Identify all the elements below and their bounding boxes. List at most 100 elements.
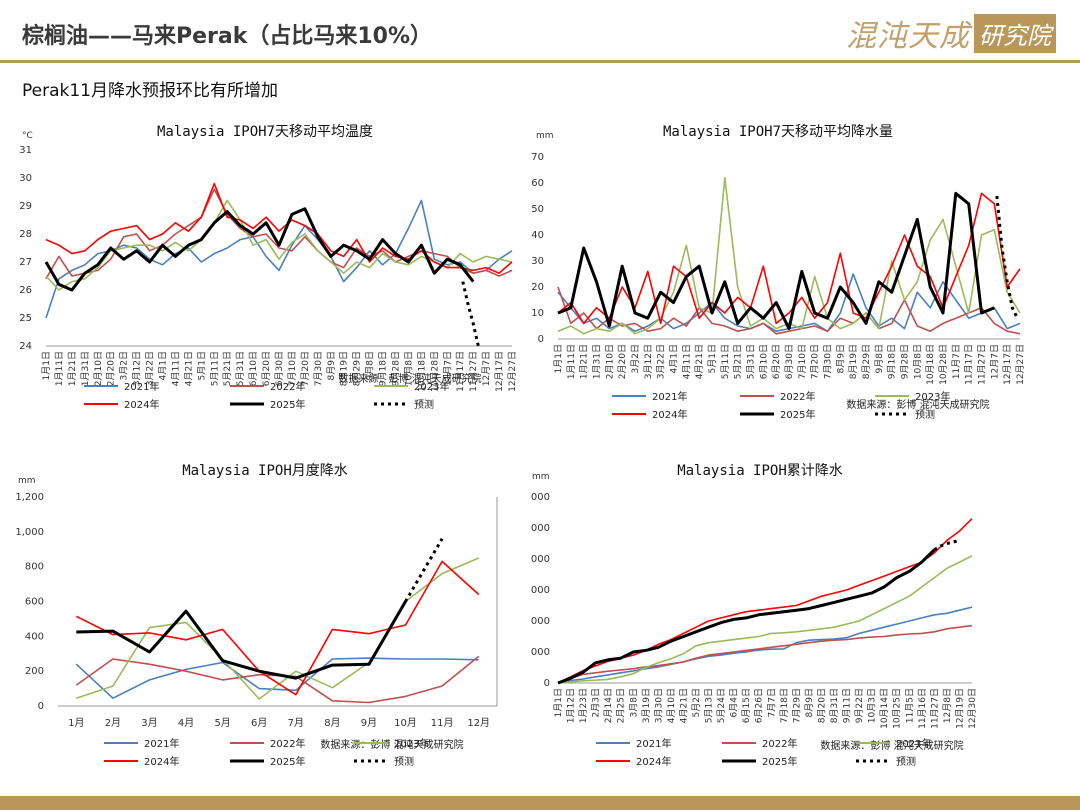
rain7-x-tick: 6月10日 xyxy=(758,344,769,379)
cum-y-tick: 5,000 xyxy=(530,523,550,534)
monthly-rain-chart: Malaysia IPOH月度降水 mm 0 200 400 600 800 1,000 1,2… xyxy=(15,463,498,768)
temp-x-tick: 4月11日 xyxy=(170,351,181,386)
cum-x-tick: 2月14日 xyxy=(603,688,614,723)
monthly-x-tick: 10月 xyxy=(394,717,417,729)
rain7-x-tick: 10月18日 xyxy=(925,344,936,385)
page-title: 棕榈油——马来Perak（占比马来10%） xyxy=(22,24,433,49)
temp-x-tick: 8月29日 xyxy=(352,351,363,386)
rain7-x-tick: 4月1日 xyxy=(669,344,680,373)
cum-x-tick: 7月18日 xyxy=(779,688,790,723)
rain7-x-tick: 2月20日 xyxy=(617,344,628,379)
temp-y-tick: 27 xyxy=(19,257,32,268)
monthly-y-tick: 0 xyxy=(38,701,44,712)
cum-x-tick: 9月22日 xyxy=(854,688,865,723)
rain7-x-tick: 1月21日 xyxy=(579,344,590,379)
cum-legend-label: 2023年 xyxy=(896,737,931,750)
rain7-x-tick: 5月11日 xyxy=(720,344,731,379)
cum-x-tick: 1月1日 xyxy=(553,688,564,717)
rain7-y-tick: 30 xyxy=(531,256,544,267)
cum-series-2021年 xyxy=(557,606,973,684)
rain7-unit-label: mm xyxy=(536,131,554,141)
cum-x-tick: 11月16日 xyxy=(917,688,928,729)
monthly-y-tick: 400 xyxy=(25,631,44,642)
rain7-legend-label: 2024年 xyxy=(652,408,687,421)
cum-x-tick: 6月4日 xyxy=(729,688,740,717)
temp-x-tick: 3月2日 xyxy=(119,351,130,380)
rain7-x-tick: 8月29日 xyxy=(861,344,872,379)
temp-x-tick: 9月8日 xyxy=(365,351,376,380)
cum-x-tick: 4月21日 xyxy=(678,688,689,723)
temp-y-tick: 26 xyxy=(19,285,32,296)
monthly-x-tick: 1月 xyxy=(68,717,84,729)
cum-x-tick: 10月25日 xyxy=(892,688,903,729)
cum-legend-label: 2021年 xyxy=(636,737,671,750)
rain7-x-tick: 11月7日 xyxy=(951,344,962,379)
cum-y-tick: 0 xyxy=(544,678,550,689)
cum-x-tick: 7月29日 xyxy=(791,688,802,723)
monthly-series-预测 xyxy=(404,538,444,603)
cum-x-tick: 11月27日 xyxy=(929,688,940,729)
cum-series-2025年 xyxy=(557,548,936,685)
monthly-y-tick: 1,000 xyxy=(15,527,44,538)
monthly-title: Malaysia IPOH月度降水 xyxy=(182,463,348,479)
temp-x-tick: 5月1日 xyxy=(196,351,207,380)
rain7-legend-label: 2022年 xyxy=(780,390,815,403)
temp-x-tick: 8月19日 xyxy=(339,351,350,386)
temp-y-tick: 28 xyxy=(19,229,32,240)
monthly-y-tick: 600 xyxy=(25,597,44,608)
monthly-source-note: 数据来源：彭博 混沌天成研究院 xyxy=(320,738,463,751)
cumulative-rain-chart: Malaysia IPOH累计降水 mm 0 1,000 2,000 3,000 4,000… xyxy=(530,463,978,768)
cum-x-tick: 5月2日 xyxy=(691,688,702,717)
temp-x-tick: 2月10日 xyxy=(93,351,104,386)
temp-series-2024年 xyxy=(45,182,513,274)
monthly-x-tick: 5月 xyxy=(214,717,230,729)
temp-x-tick: 11月27日 xyxy=(468,351,479,392)
monthly-x-tick: 4月 xyxy=(178,717,194,729)
rain7-x-tick: 4月21日 xyxy=(694,344,705,379)
temp-x-tick: 6月10日 xyxy=(248,351,259,386)
rain7-x-tick: 1月11日 xyxy=(566,344,577,379)
temp-series-2021年 xyxy=(45,199,513,319)
temp-x-tick: 1月31日 xyxy=(80,351,91,386)
monthly-series-2023年 xyxy=(76,557,480,700)
rain7-x-tick: 1月1日 xyxy=(553,344,564,373)
rain7-x-tick: 5月1日 xyxy=(707,344,718,373)
rain7-x-tick: 3月2日 xyxy=(630,344,641,373)
monthly-x-tick: 3月 xyxy=(141,717,157,729)
rain7-x-tick: 12月27日 xyxy=(1015,344,1026,385)
cum-y-tick: 4,000 xyxy=(530,554,550,565)
logo: 混沌天成 研究院 xyxy=(846,10,1056,56)
cum-x-tick: 3月19日 xyxy=(641,688,652,723)
monthly-x-tick: 12月 xyxy=(467,717,490,729)
rain7-x-tick: 12月17日 xyxy=(1002,344,1013,385)
rain7-x-tick: 3月12日 xyxy=(643,344,654,379)
rain7-series-2022年 xyxy=(557,286,1021,335)
temp-x-tick: 5月11日 xyxy=(209,351,220,386)
cum-x-tick: 5月13日 xyxy=(704,688,715,723)
rain7-y-tick: 20 xyxy=(531,282,544,293)
temp-unit-label: °C xyxy=(22,131,33,141)
rain7-x-tick: 4月11日 xyxy=(681,344,692,379)
rain7-y-tick: 0 xyxy=(538,334,544,345)
rain7-x-tick: 5月31日 xyxy=(746,344,757,379)
rain7-series-2024年 xyxy=(557,192,1021,325)
temp-x-tick: 6月30日 xyxy=(274,351,285,386)
cum-x-tick: 3月8日 xyxy=(628,688,639,717)
temp-x-tick: 12月17日 xyxy=(494,351,505,392)
logo-box-text: 研究院 xyxy=(974,13,1056,53)
temp-legend-label: 2024年 xyxy=(124,398,159,411)
cum-x-tick: 11月5日 xyxy=(904,688,915,723)
monthly-legend-label: 2023年 xyxy=(394,737,429,750)
monthly-x-tick: 9月 xyxy=(361,717,377,729)
monthly-legend-label: 2025年 xyxy=(270,755,305,768)
temp-x-tick: 12月7日 xyxy=(481,351,492,386)
temp-x-tick: 10月28日 xyxy=(429,351,440,392)
rain7-x-tick: 2月10日 xyxy=(604,344,615,379)
cum-legend-label: 2024年 xyxy=(636,755,671,768)
rain7-x-tick: 7月20日 xyxy=(810,344,821,379)
rain7-series-2025年 xyxy=(557,191,995,331)
cum-x-tick: 4月10日 xyxy=(666,688,677,723)
logo-text: 混沌天成 xyxy=(846,19,970,54)
temp-legend-label: 预测 xyxy=(414,398,434,411)
rain7-x-tick: 10月8日 xyxy=(912,344,923,379)
